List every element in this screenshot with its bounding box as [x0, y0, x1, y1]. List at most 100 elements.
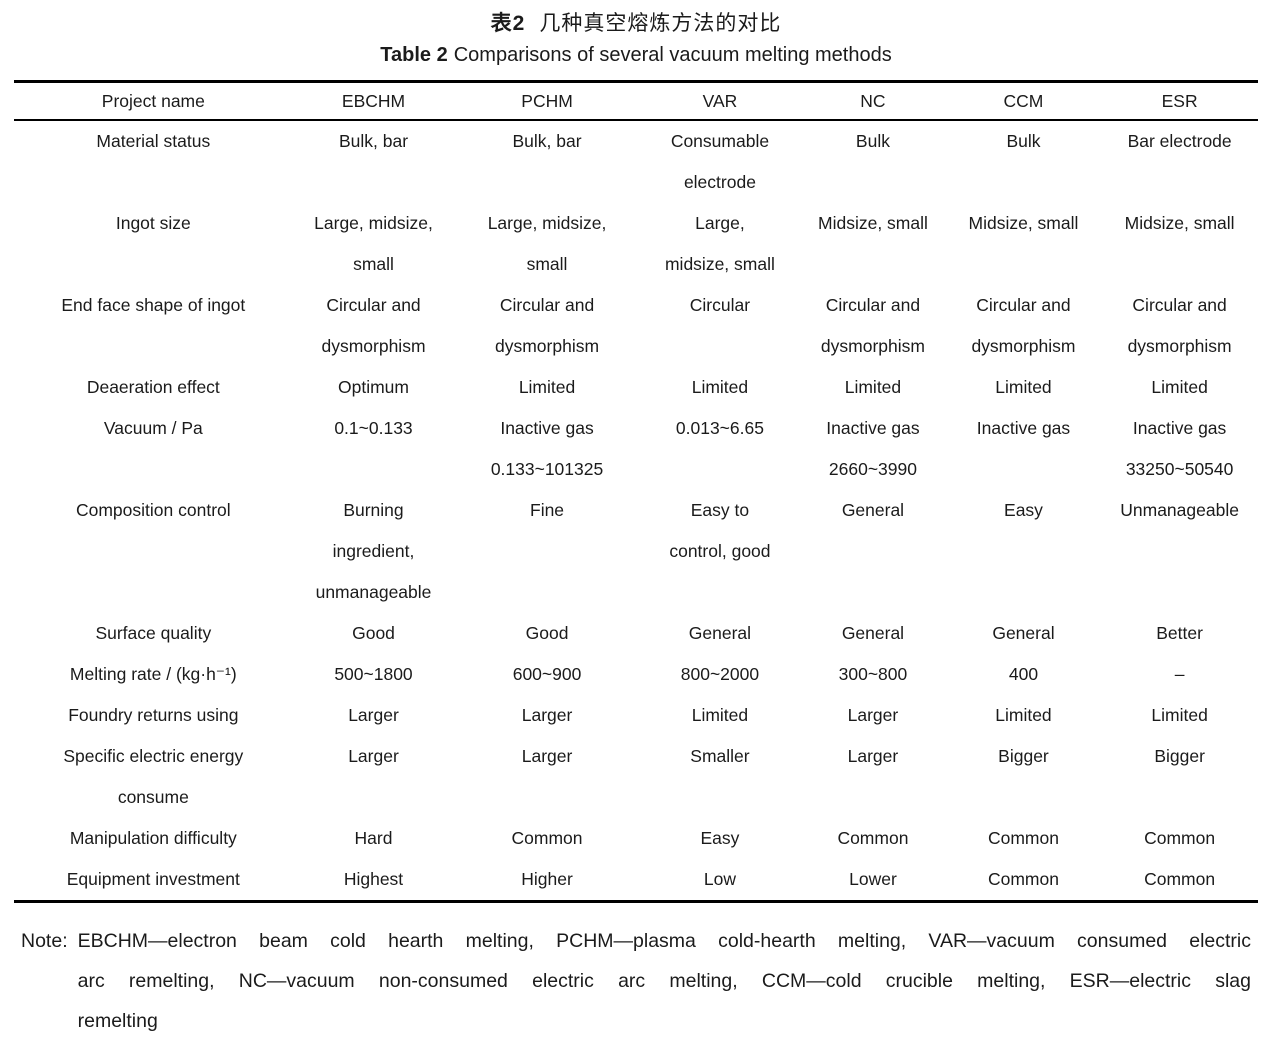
table-cell: Circular and dysmorphism: [1127, 295, 1232, 356]
table-cell: 600~900: [512, 664, 582, 684]
row-label: Specific electric energy consume: [63, 746, 244, 807]
table-cell: Easy: [1004, 500, 1043, 520]
table-cell: Fine: [530, 500, 565, 520]
note-line: arc remelting, NC—vacuum non-consumed el…: [77, 970, 1251, 992]
column-header-project-name: Project name: [14, 81, 293, 121]
table-cell: Bulk, bar: [512, 131, 582, 151]
table-cell: Circular and dysmorphism: [321, 295, 426, 356]
table-cell: Larger: [521, 705, 573, 725]
table-title-en: Table 2 Comparisons of several vacuum mel…: [14, 42, 1258, 68]
table-caption-en: Comparisons of several vacuum melting me…: [453, 44, 892, 66]
table-cell: Lower: [849, 869, 897, 889]
note-line: remelting: [77, 1010, 158, 1032]
table-note: Note: EBCHM—electron beam cold hearth me…: [21, 921, 1251, 1041]
table-cell: Common: [987, 869, 1059, 889]
header-row: Project name EBCHM PCHM VAR NC CCM ESR: [14, 81, 1258, 121]
table-cell: Easy: [700, 828, 740, 848]
table-cell: Inactive gas 2660~3990: [826, 418, 920, 479]
note-body: EBCHM—electron beam cold hearth melting,…: [78, 921, 1251, 1041]
table-cell: 300~800: [838, 664, 908, 684]
column-header: EBCHM: [292, 81, 455, 121]
table-cell: 0.1~0.133: [334, 418, 413, 438]
table-cell: Burning ingredient, unmanageable: [315, 500, 432, 602]
table-cell: Hard: [354, 828, 393, 848]
table-cell: Bulk: [855, 131, 890, 151]
row-label: Vacuum / Pa: [103, 418, 203, 438]
column-header: NC: [800, 81, 946, 121]
row-label: Deaeration effect: [86, 377, 220, 397]
table-cell: Good: [352, 623, 395, 643]
table-cell: Circular and dysmorphism: [971, 295, 1076, 356]
table-cell: Common: [837, 828, 909, 848]
table-cell: Bigger: [1154, 746, 1205, 766]
table-cell: Large, midsize, small: [664, 213, 775, 274]
table-cell: Circular and dysmorphism: [820, 295, 925, 356]
table-cell: Bulk: [1006, 131, 1041, 151]
table-cell: 0.013~6.65: [675, 418, 764, 438]
table-cell: Circular: [689, 295, 751, 315]
table-cell: Highest: [343, 869, 404, 889]
row-label: Foundry returns using: [68, 705, 239, 725]
table-row: End face shape of ingot Circular and dysm…: [14, 285, 1258, 367]
table-number-zh: 表2: [490, 12, 526, 35]
table-cell: Consumable electrode: [670, 131, 770, 192]
row-label: Surface quality: [95, 623, 212, 643]
table-row: Composition control Burning ingredient, u…: [14, 490, 1258, 613]
table-cell: Inactive gas 33250~50540: [1125, 418, 1234, 479]
table-cell: Smaller: [690, 746, 750, 766]
table-cell: Large, midsize, small: [487, 213, 607, 274]
table-cell: Common: [1144, 869, 1216, 889]
table-cell: Inactive gas: [976, 418, 1071, 438]
table-cell: General: [841, 500, 905, 520]
table-cell: 400: [1008, 664, 1039, 684]
table-body: Material status Bulk, bar Bulk, bar Consuma…: [14, 120, 1258, 902]
table-row: Specific electric energy consume Larger La…: [14, 736, 1258, 818]
table-cell: Limited: [1151, 705, 1208, 725]
column-header: PCHM: [454, 81, 640, 121]
table-cell: Limited: [691, 377, 749, 397]
table-cell: Bar electrode: [1127, 131, 1232, 151]
note-line: EBCHM—electron beam cold hearth melting,…: [77, 930, 1251, 952]
table-cell: 800~2000: [680, 664, 760, 684]
table-cell: Better: [1156, 623, 1203, 643]
table-cell: 500~1800: [334, 664, 413, 684]
table-row: Material status Bulk, bar Bulk, bar Consuma…: [14, 120, 1258, 203]
table-cell: Limited: [691, 705, 749, 725]
table-row: Melting rate / (kg·h⁻¹) 500~1800 600~900 80…: [14, 654, 1258, 695]
table-cell: Higher: [521, 869, 573, 889]
row-label: Manipulation difficulty: [69, 828, 237, 848]
row-label: Material status: [96, 131, 211, 151]
row-label: Equipment investment: [66, 869, 240, 889]
comparison-table: Project name EBCHM PCHM VAR NC CCM ESR Materia…: [14, 80, 1258, 903]
table-cell: General: [841, 623, 905, 643]
table-number-en: Table 2: [380, 44, 448, 66]
table-row: Manipulation difficulty Hard Common Easy Com…: [14, 818, 1258, 859]
table-row: Foundry returns using Larger Larger Limited…: [14, 695, 1258, 736]
note-label: Note:: [21, 930, 68, 952]
table-caption-zh: 几种真空熔炼方法的对比: [539, 12, 782, 35]
row-label: Melting rate / (kg·h⁻¹): [69, 664, 237, 684]
table-cell: Bulk, bar: [338, 131, 409, 151]
table-cell: Easy to control, good: [669, 500, 771, 561]
column-header: VAR: [639, 81, 801, 121]
table-row: Deaeration effect Optimum Limited Limited Li…: [14, 367, 1258, 408]
table-row: Surface quality Good Good General General Gen…: [14, 613, 1258, 654]
row-label: Composition control: [75, 500, 231, 520]
table-cell: Larger: [847, 705, 899, 725]
table-cell: Common: [511, 828, 583, 848]
table-cell: Limited: [995, 377, 1052, 397]
column-header: CCM: [945, 81, 1102, 121]
table-header: Project name EBCHM PCHM VAR NC CCM ESR: [14, 81, 1258, 121]
table-cell: Larger: [847, 746, 899, 766]
table-cell: Common: [987, 828, 1059, 848]
table-row: Equipment investment Highest Higher Low Lowe…: [14, 859, 1258, 902]
table-cell: Midsize, small: [818, 213, 928, 233]
table-cell: Midsize, small: [1124, 213, 1235, 233]
table-cell: Midsize, small: [968, 213, 1079, 233]
table-cell: Unmanageable: [1120, 500, 1239, 520]
table-row: Ingot size Large, midsize, small Large, mi…: [14, 203, 1258, 285]
table-cell: Limited: [995, 705, 1052, 725]
table-cell: Circular and dysmorphism: [495, 295, 600, 356]
table-cell: Common: [1144, 828, 1216, 848]
table-cell: Optimum: [338, 377, 409, 397]
